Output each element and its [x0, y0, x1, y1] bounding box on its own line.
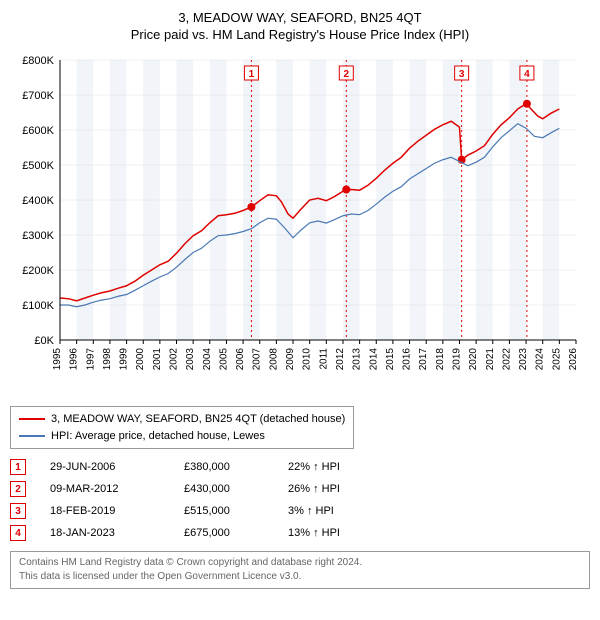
- svg-text:£700K: £700K: [22, 90, 54, 102]
- legend-label: HPI: Average price, detached house, Lewe…: [51, 428, 265, 445]
- svg-text:2: 2: [344, 69, 350, 80]
- price-chart: £0K £100K £200K £300K £400K £500K £600K £700K £8…: [10, 50, 590, 400]
- svg-text:2013: 2013: [352, 348, 363, 371]
- transaction-date: 18-FEB-2019: [50, 505, 160, 517]
- transaction-date: 09-MAR-2012: [50, 483, 160, 495]
- legend-item: HPI: Average price, detached house, Lewe…: [19, 428, 345, 445]
- transaction-row: 2 09-MAR-2012 £430,000 26% ↑ HPI: [10, 481, 590, 497]
- transaction-row: 1 29-JUN-2006 £380,000 22% ↑ HPI: [10, 459, 590, 475]
- svg-text:1998: 1998: [102, 348, 113, 371]
- svg-text:2020: 2020: [468, 348, 479, 371]
- svg-text:£400K: £400K: [22, 195, 54, 207]
- footer-attribution: Contains HM Land Registry data © Crown c…: [10, 551, 590, 589]
- transaction-price: £430,000: [184, 483, 264, 495]
- svg-text:2025: 2025: [551, 348, 562, 371]
- svg-text:£800K: £800K: [22, 55, 54, 67]
- svg-text:£600K: £600K: [22, 125, 54, 137]
- svg-text:1997: 1997: [85, 348, 96, 371]
- svg-text:2021: 2021: [485, 348, 496, 371]
- svg-text:£200K: £200K: [22, 265, 54, 277]
- svg-text:2010: 2010: [302, 348, 313, 371]
- legend-item: 3, MEADOW WAY, SEAFORD, BN25 4QT (detach…: [19, 411, 345, 428]
- transaction-price: £675,000: [184, 527, 264, 539]
- transaction-row: 4 18-JAN-2023 £675,000 13% ↑ HPI: [10, 525, 590, 541]
- svg-text:£0K: £0K: [34, 335, 54, 347]
- transaction-price: £515,000: [184, 505, 264, 517]
- svg-text:2015: 2015: [385, 348, 396, 371]
- svg-text:2005: 2005: [218, 348, 229, 371]
- transaction-marker: 2: [10, 481, 26, 497]
- transaction-date: 18-JAN-2023: [50, 527, 160, 539]
- svg-text:2019: 2019: [451, 348, 462, 371]
- svg-text:3: 3: [459, 69, 465, 80]
- svg-text:2004: 2004: [202, 348, 213, 371]
- svg-text:2026: 2026: [568, 348, 579, 371]
- svg-text:2001: 2001: [152, 348, 163, 371]
- footer-line1: Contains HM Land Registry data © Crown c…: [19, 556, 581, 570]
- page-title: 3, MEADOW WAY, SEAFORD, BN25 4QT: [10, 10, 590, 25]
- svg-text:1995: 1995: [52, 348, 63, 371]
- svg-text:2011: 2011: [318, 348, 329, 370]
- svg-text:2008: 2008: [268, 348, 279, 371]
- svg-text:2009: 2009: [285, 348, 296, 371]
- transaction-pct: 26% ↑ HPI: [288, 483, 388, 495]
- svg-text:2018: 2018: [435, 348, 446, 371]
- svg-text:1999: 1999: [119, 348, 130, 371]
- svg-text:2022: 2022: [501, 348, 512, 371]
- transactions-table: 1 29-JUN-2006 £380,000 22% ↑ HPI 2 09-MAR-201…: [10, 459, 590, 541]
- svg-text:2012: 2012: [335, 348, 346, 371]
- svg-text:2002: 2002: [169, 348, 180, 371]
- footer-line2: This data is licensed under the Open Gov…: [19, 570, 581, 584]
- legend-swatch: [19, 435, 45, 437]
- svg-text:2014: 2014: [368, 348, 379, 371]
- transaction-price: £380,000: [184, 461, 264, 473]
- page-subtitle: Price paid vs. HM Land Registry's House …: [10, 27, 590, 42]
- svg-text:2003: 2003: [185, 348, 196, 371]
- svg-text:2017: 2017: [418, 348, 429, 371]
- svg-text:2023: 2023: [518, 348, 529, 371]
- legend: 3, MEADOW WAY, SEAFORD, BN25 4QT (detach…: [10, 406, 354, 449]
- transaction-pct: 22% ↑ HPI: [288, 461, 388, 473]
- svg-text:£500K: £500K: [22, 160, 54, 172]
- transaction-pct: 3% ↑ HPI: [288, 505, 388, 517]
- transaction-marker: 4: [10, 525, 26, 541]
- transaction-marker: 3: [10, 503, 26, 519]
- svg-text:1996: 1996: [69, 348, 80, 371]
- legend-swatch: [19, 418, 45, 420]
- svg-text:4: 4: [524, 69, 530, 80]
- transaction-date: 29-JUN-2006: [50, 461, 160, 473]
- svg-text:2000: 2000: [135, 348, 146, 371]
- transaction-row: 3 18-FEB-2019 £515,000 3% ↑ HPI: [10, 503, 590, 519]
- svg-text:1: 1: [249, 69, 255, 80]
- transaction-marker: 1: [10, 459, 26, 475]
- transaction-pct: 13% ↑ HPI: [288, 527, 388, 539]
- svg-text:£100K: £100K: [22, 300, 54, 312]
- legend-label: 3, MEADOW WAY, SEAFORD, BN25 4QT (detach…: [51, 411, 345, 428]
- svg-text:2024: 2024: [535, 348, 546, 371]
- svg-text:2007: 2007: [252, 348, 263, 371]
- svg-text:£300K: £300K: [22, 230, 54, 242]
- svg-text:2006: 2006: [235, 348, 246, 371]
- svg-text:2016: 2016: [402, 348, 413, 371]
